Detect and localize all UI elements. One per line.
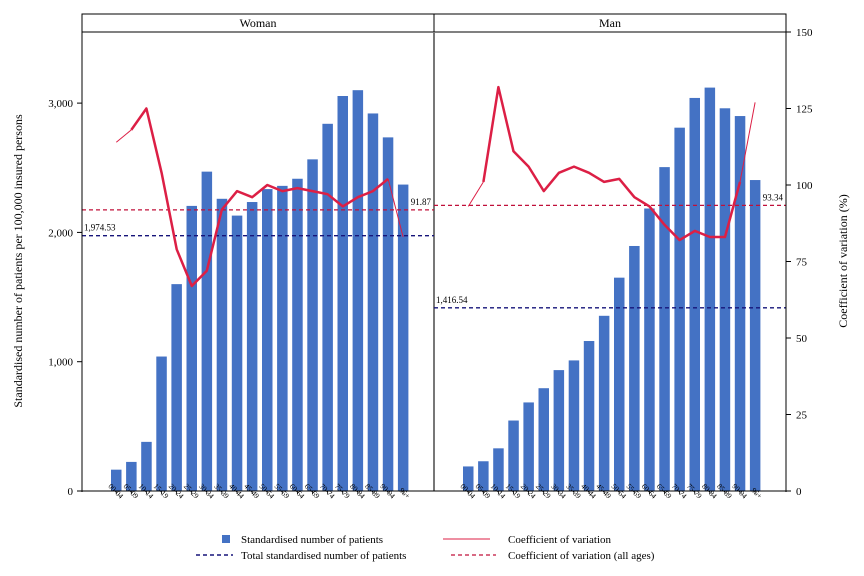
bar-p0-7 xyxy=(216,198,228,491)
y2-tick-label-4: 100 xyxy=(796,180,813,192)
legend-total-label: Total standardised number of patients xyxy=(241,550,406,562)
cv-line-end-1 xyxy=(739,102,756,182)
bar-p1-17 xyxy=(719,108,731,491)
bar-p1-6 xyxy=(553,370,565,491)
bar-p1-5 xyxy=(538,388,549,491)
legend-cv-label: Coefficient of variation xyxy=(508,534,612,546)
y-axis-title: Standardised number of patients per 100,… xyxy=(11,114,25,408)
y2-axis-title: Coefficient of variation (%) xyxy=(836,194,850,327)
bar-p1-9 xyxy=(598,315,610,491)
bar-p0-19 xyxy=(397,184,409,491)
bar-p0-4 xyxy=(171,284,182,491)
panel-title-1: Man xyxy=(599,16,621,30)
bar-p0-2 xyxy=(141,441,152,491)
legend-bar-label: Standardised number of patients xyxy=(241,534,383,546)
bar-p0-6 xyxy=(201,171,213,491)
bar-p0-3 xyxy=(156,356,167,491)
y-tick-label-1: 1,000 xyxy=(48,357,73,369)
cv-all-label-1: 93.34 xyxy=(763,192,784,202)
bar-p1-19 xyxy=(749,180,761,492)
bar-p1-7 xyxy=(568,360,580,491)
legend-bar-swatch xyxy=(222,535,230,543)
bar-p0-0 xyxy=(111,469,122,491)
bar-p0-15 xyxy=(337,96,348,492)
bar-p0-8 xyxy=(231,215,243,491)
lines-layer: 1,974.53 91.87 1,416.54 93.34 xyxy=(82,85,786,309)
bar-p1-1 xyxy=(478,461,489,491)
y-tick-label-0: 0 xyxy=(68,486,74,498)
cv-line-start-1 xyxy=(467,181,484,207)
bar-p0-10 xyxy=(262,189,273,491)
bar-p1-2 xyxy=(493,448,504,491)
bar-p1-14 xyxy=(674,127,685,492)
y2-tick-label-0: 0 xyxy=(796,486,802,498)
bar-p0-12 xyxy=(292,178,303,491)
y2-tick-label-3: 75 xyxy=(796,257,808,269)
cv-line-0 xyxy=(130,107,389,288)
bar-p1-0 xyxy=(463,466,474,491)
y2-tick-label-1: 25 xyxy=(796,410,808,422)
bar-p1-12 xyxy=(644,208,655,491)
cv-all-label-0: 91.87 xyxy=(411,197,432,207)
bar-p1-11 xyxy=(629,245,640,491)
cv-line-start-0 xyxy=(115,129,132,143)
bar-p0-13 xyxy=(307,159,318,492)
legend-cv-all-label: Coefficient of variation (all ages) xyxy=(508,550,655,562)
bar-p0-16 xyxy=(352,90,364,491)
bar-p0-5 xyxy=(186,205,197,491)
bar-p0-14 xyxy=(322,123,333,492)
plot-frame: Woman Man xyxy=(81,13,787,491)
bar-p1-18 xyxy=(734,116,746,492)
total-patients-label-0: 1,974.53 xyxy=(84,223,116,233)
y-tick-label-3: 3,000 xyxy=(48,98,73,110)
bar-p1-15 xyxy=(689,97,700,491)
bar-p0-1 xyxy=(126,461,137,491)
y2-tick-label-2: 50 xyxy=(796,333,808,345)
total-patients-label-1: 1,416.54 xyxy=(436,295,468,305)
bar-p1-3 xyxy=(508,420,519,491)
bar-p0-17 xyxy=(367,113,379,492)
y2-tick-label-6: 150 xyxy=(796,27,813,39)
bar-p0-18 xyxy=(382,137,394,492)
bar-p0-11 xyxy=(277,185,288,491)
bar-p1-13 xyxy=(659,167,670,492)
y2-tick-label-5: 125 xyxy=(796,104,813,116)
legend: Standardised number of patients Coefficie… xyxy=(196,534,655,562)
bar-p1-16 xyxy=(704,87,716,492)
bars-layer xyxy=(111,87,761,492)
y-tick-label-2: 2,000 xyxy=(48,227,73,239)
bar-p1-8 xyxy=(583,341,595,491)
cv-line-end-0 xyxy=(387,178,404,238)
bar-p0-9 xyxy=(246,202,258,492)
cv-line-1 xyxy=(482,85,742,242)
bar-p1-4 xyxy=(523,402,534,491)
panel-title-0: Woman xyxy=(239,16,276,30)
bar-p1-10 xyxy=(614,277,625,491)
